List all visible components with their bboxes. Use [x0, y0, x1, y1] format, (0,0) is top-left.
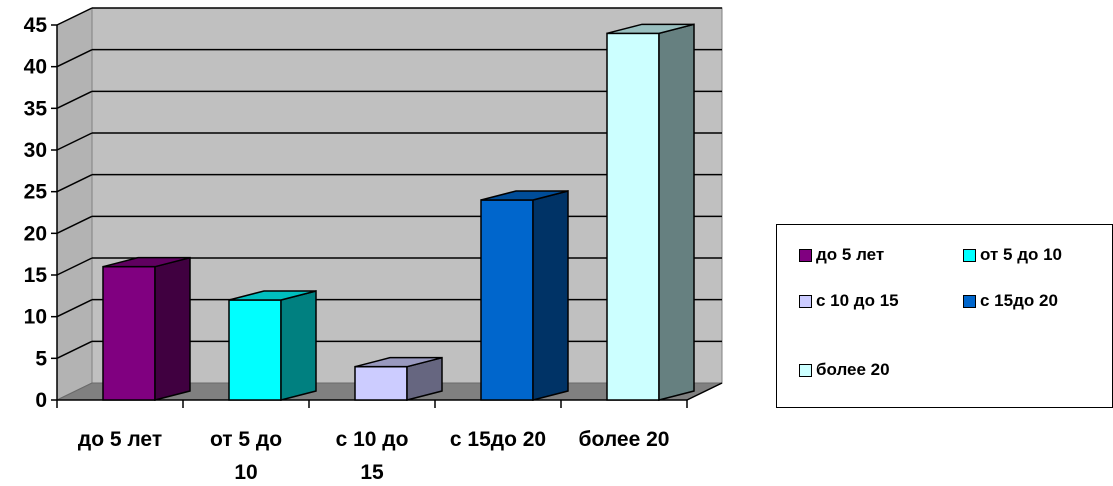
bar: [102, 256, 191, 401]
y-tick-label: 5: [35, 347, 47, 370]
gridline-side: [56, 257, 93, 276]
bar-side: [658, 23, 695, 401]
bar-top: [102, 256, 191, 268]
bar-series: [102, 23, 695, 401]
bar-front: [606, 32, 660, 401]
bar-side: [532, 190, 569, 401]
legend-swatch: [963, 248, 976, 262]
y-tick-label: 35: [24, 97, 48, 120]
gridline-side: [56, 7, 93, 26]
bar-top: [354, 356, 443, 368]
legend-label: с 10 до 15: [816, 291, 899, 310]
legend-item-1: от 5 до 10: [963, 245, 1062, 265]
legend-label: от 5 до 10: [980, 245, 1062, 264]
bar: [228, 290, 317, 401]
bar-top: [480, 190, 569, 201]
x-axis-categories: до 5 лет от 5 до 10 с 10 до 15 с 15до 20 более…: [56, 400, 688, 484]
gridline-side: [56, 215, 93, 235]
legend-label: с 15до 20: [980, 291, 1058, 310]
bar-front: [102, 265, 156, 401]
y-tick-label: 25: [24, 181, 48, 204]
bar-front: [228, 299, 282, 401]
gridline-side: [56, 90, 93, 110]
gridline-side: [56, 132, 93, 151]
y-tick-label: 10: [24, 306, 47, 329]
legend-label: более 20: [816, 360, 890, 379]
legend-swatch: [799, 363, 812, 377]
y-tick-label: 45: [24, 14, 48, 37]
side-wall: [56, 7, 93, 401]
legend-item-0: до 5 лет: [799, 245, 884, 265]
bar-side: [154, 256, 191, 401]
bar-chart: 0 5 10 15 20 25 30 35 40 45 до 5 лет от 5 до 10 с 10…: [24, 7, 723, 484]
gridline-side: [56, 48, 93, 68]
x-category-label: более 20: [579, 428, 670, 451]
y-tick-label: 0: [35, 389, 47, 412]
legend-swatch: [799, 248, 812, 262]
gridline-side: [56, 298, 93, 318]
x-category-label: с 10 до 15: [336, 428, 409, 484]
gridline-side: [56, 173, 93, 193]
x-category-label: от 5 до 10: [210, 428, 282, 484]
bar-front: [480, 199, 534, 401]
x-category-label: с 15до 20: [450, 428, 546, 451]
bar: [480, 190, 569, 401]
legend-item-2: с 10 до 15: [799, 291, 899, 311]
legend-item-4: более 20: [799, 360, 890, 380]
y-tick-label: 30: [24, 139, 47, 162]
y-axis-ticks: 0 5 10 15 20 25 30 35 40 45: [24, 14, 57, 412]
y-tick-label: 15: [24, 264, 48, 287]
x-axis-depth-line: [686, 382, 723, 401]
bar-side: [280, 290, 317, 401]
legend-label: до 5 лет: [816, 245, 885, 264]
bar-top: [228, 290, 317, 301]
legend-item-3: с 15до 20: [963, 291, 1058, 311]
legend: до 5 лет от 5 до 10 с 10 до 15 с 15до 20…: [776, 224, 1113, 408]
legend-swatch: [799, 294, 812, 308]
y-tick-label: 40: [24, 56, 47, 79]
bar-top: [606, 23, 695, 35]
bar-front: [354, 365, 408, 401]
y-tick-label: 20: [24, 222, 47, 245]
bar: [606, 23, 695, 401]
bar: [354, 356, 443, 401]
x-category-label: до 5 лет: [78, 428, 162, 451]
gridline-side: [56, 340, 93, 360]
legend-swatch: [963, 294, 976, 308]
